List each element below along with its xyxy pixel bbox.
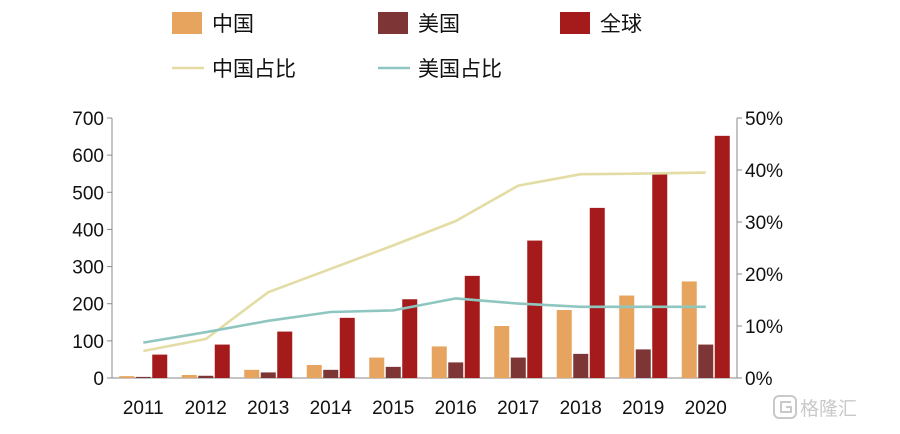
right-axis-tick-label: 30% (745, 213, 783, 234)
bar (448, 362, 464, 378)
bar (635, 349, 651, 378)
bar (573, 353, 589, 378)
watermark: 格隆汇 (773, 395, 857, 420)
left-axis-tick-label: 500 (72, 183, 104, 204)
legend-swatch (560, 12, 590, 34)
bar (244, 369, 260, 378)
bar (510, 357, 526, 378)
bar-series (119, 135, 730, 378)
left-axis-tick-label: 0 (93, 369, 104, 390)
bar (339, 317, 355, 378)
right-axis-ticks: 0% 10% 20% 30% 40% 50% (737, 109, 783, 390)
x-axis-tick-label: 2012 (185, 398, 227, 419)
legend-label: 美国占比 (418, 57, 502, 81)
bar (152, 354, 168, 378)
bar (369, 357, 385, 378)
bar (698, 344, 714, 378)
legend-swatch (172, 12, 202, 34)
legend-label: 美国 (418, 12, 460, 36)
right-axis-tick-label: 10% (745, 317, 783, 338)
line-series (143, 171, 706, 353)
bar (323, 369, 339, 378)
x-axis-ticks: 2011 2012 2013 2014 2015 2016 2017 2018 2019 2020 (123, 398, 727, 419)
series-line (143, 171, 706, 353)
legend-swatch (378, 12, 408, 34)
x-axis-tick-label: 2018 (560, 398, 602, 419)
right-axis-tick-label: 50% (745, 109, 783, 130)
bar (214, 344, 230, 378)
left-axis-tick-label: 400 (72, 220, 104, 241)
left-axis-tick-label: 700 (72, 109, 104, 130)
bar (277, 331, 293, 378)
x-axis-tick-label: 2014 (310, 398, 353, 419)
left-axis-tick-label: 300 (72, 258, 104, 279)
bar (402, 299, 418, 378)
bar (181, 375, 197, 378)
bar (198, 375, 214, 378)
bar (589, 207, 605, 378)
legend-label: 中国占比 (212, 57, 296, 81)
x-axis-tick-label: 2019 (622, 398, 664, 419)
bar (385, 366, 401, 378)
left-axis-tick-label: 600 (72, 146, 104, 167)
bar (306, 365, 322, 378)
bar (527, 240, 543, 378)
bar (119, 376, 135, 378)
right-axis-tick-label: 20% (745, 265, 783, 286)
series-line (143, 297, 706, 344)
bar (619, 295, 635, 378)
bar (494, 326, 510, 378)
bar (260, 372, 276, 378)
x-axis-tick-label: 2013 (247, 398, 289, 419)
bar (135, 376, 151, 378)
x-axis-tick-label: 2015 (372, 398, 414, 419)
left-axis-tick-label: 100 (72, 332, 104, 353)
x-axis-tick-label: 2016 (435, 398, 477, 419)
left-axis-tick-label: 200 (72, 295, 104, 316)
x-axis-tick-label: 2011 (123, 398, 164, 419)
x-axis-tick-label: 2020 (685, 398, 727, 419)
legend-label: 全球 (600, 12, 642, 36)
bar (652, 174, 668, 378)
right-axis-tick-label: 40% (745, 161, 783, 182)
right-axis-tick-label: 0% (745, 369, 773, 390)
bar (556, 310, 572, 378)
left-axis-ticks: 0 100 200 300 400 500 600 700 (72, 109, 112, 390)
x-axis-tick-label: 2017 (497, 398, 539, 419)
legend-label: 中国 (212, 12, 254, 36)
watermark-text: 格隆汇 (800, 398, 857, 420)
bar (714, 135, 730, 378)
bar (681, 281, 697, 378)
bar (464, 275, 480, 378)
bar (431, 346, 447, 378)
g-logo-icon (773, 395, 797, 419)
